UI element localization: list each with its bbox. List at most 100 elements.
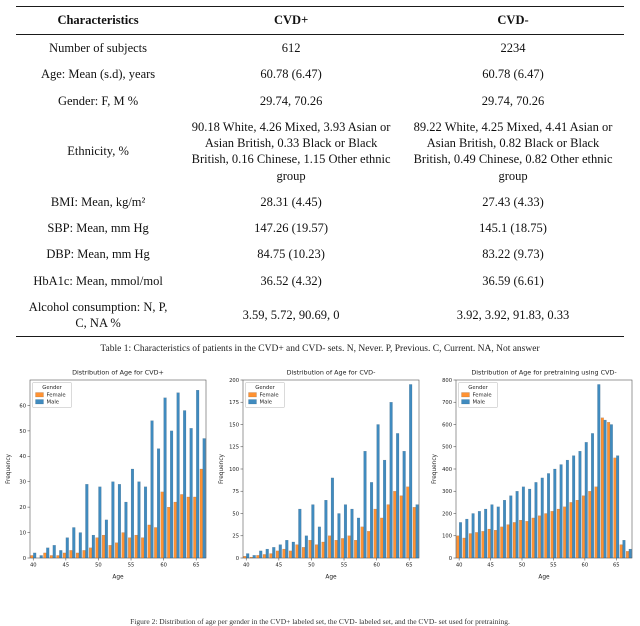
chart-title: Distribution of Age for CVD- <box>287 369 376 377</box>
x-tick-label: 60 <box>373 563 380 569</box>
histogram-bar <box>265 549 269 559</box>
table-row: Gender: F, M % 29.74, 70.26 29.74, 70.26 <box>16 88 624 114</box>
histogram-bar <box>52 545 56 559</box>
histogram-bar <box>295 544 299 559</box>
histogram-bar <box>157 448 161 559</box>
figure-caption: Figure 2: Distribution of age per gender… <box>130 617 510 626</box>
row-value-cvd-pos: 36.52 (4.32) <box>260 273 322 288</box>
histogram-bar <box>337 513 341 559</box>
histogram-bar <box>170 430 174 559</box>
histogram-bar <box>95 537 99 559</box>
histogram-bar <box>609 424 613 559</box>
y-axis-label: Frequency <box>219 454 225 485</box>
histogram-bar <box>334 540 338 559</box>
histogram-bar <box>383 460 387 559</box>
y-tick-label: 0 <box>449 556 452 562</box>
histogram-bar <box>503 500 506 559</box>
histogram-bar <box>540 478 544 559</box>
histogram-bar <box>528 489 532 559</box>
legend-swatch-female <box>35 392 44 398</box>
row-value-cvd-pos: 28.31 (4.45) <box>260 194 322 209</box>
y-tick-label: 0 <box>236 556 239 562</box>
histogram-bar <box>249 557 253 559</box>
histogram-bar <box>65 537 69 559</box>
y-axis-label: Frequency <box>6 454 12 485</box>
row-value-cvd-pos: 60.78 (6.47) <box>260 67 322 82</box>
table-header-row: Characteristics CVD+ CVD- <box>16 6 624 35</box>
histogram-bar <box>199 469 203 559</box>
table-body: Number of subjects 612 2234 Age: Mean (s.d)… <box>16 35 624 337</box>
y-tick-label: 200 <box>442 512 452 518</box>
histogram-bar <box>471 513 475 559</box>
histogram-bar <box>412 507 416 559</box>
histogram-bar <box>462 538 466 559</box>
histogram-bar <box>506 524 510 559</box>
y-axis-label: Frequency <box>432 454 438 485</box>
table-row: HbA1c: Mean, mmol/mol 36.52 (4.32) 36.59 (… <box>16 268 624 294</box>
histogram-bar <box>396 433 400 559</box>
row-label: HbA1c: Mean, mmol/mol <box>33 273 163 288</box>
histogram-bar <box>262 554 266 559</box>
x-tick-label: 55 <box>550 563 557 569</box>
header-characteristics: Characteristics <box>16 6 181 35</box>
row-value-cvd-neg: 2234 <box>500 41 526 55</box>
histogram-bar <box>259 550 263 559</box>
legend-label-male: Male <box>473 400 486 406</box>
table-row: Number of subjects 612 2234 <box>16 35 624 62</box>
legend-swatch-female <box>461 392 470 398</box>
histogram-bar <box>91 535 95 559</box>
histogram-bar <box>115 542 119 559</box>
histogram-bar <box>288 550 292 559</box>
histogram-bar <box>304 535 308 559</box>
table-row: SBP: Mean, mm Hg 147.26 (19.57) 145.1 (18.… <box>16 215 624 241</box>
histogram-bar <box>415 504 419 559</box>
histogram-bar <box>622 540 626 559</box>
x-tick-label: 45 <box>276 563 283 569</box>
histogram-bar <box>393 491 397 559</box>
histogram-bar <box>347 535 351 559</box>
histogram-bar <box>569 502 573 559</box>
histogram-bar <box>515 491 519 559</box>
histogram-bar <box>409 384 413 559</box>
histogram-bar <box>72 527 76 559</box>
legend-swatch-male <box>35 399 44 405</box>
histogram-bar <box>137 481 141 559</box>
histogram-bar <box>600 417 604 559</box>
histogram-bar <box>328 535 332 559</box>
histogram-bar <box>330 478 334 559</box>
y-tick-label: 50 <box>232 512 239 518</box>
y-tick-label: 75 <box>232 489 239 495</box>
histogram-bar <box>256 555 260 559</box>
histogram-svg: Distribution of Age for CVD+ 0 10 20 30 40 50 6… <box>6 369 207 581</box>
histogram-bar <box>563 506 567 559</box>
legend-label-male: Male <box>47 400 60 406</box>
histogram-bar <box>43 553 47 559</box>
histogram-bar <box>343 504 347 559</box>
histogram-bar <box>111 481 115 559</box>
row-value-cvd-neg: 27.43 (4.33) <box>482 194 544 209</box>
y-tick-label: 0 <box>23 556 26 562</box>
histogram-bar <box>134 535 138 559</box>
histogram-bar <box>556 509 560 559</box>
row-value-cvd-neg: 145.1 (18.75) <box>479 221 547 235</box>
y-tick-label: 400 <box>442 467 452 473</box>
x-tick-label: 65 <box>406 563 413 569</box>
x-axis-label: Age <box>325 575 337 581</box>
histogram-bar <box>459 522 462 559</box>
histogram-bar <box>531 518 535 559</box>
histogram-bar <box>597 384 601 559</box>
histogram-bar <box>189 428 193 559</box>
histogram-bar <box>311 504 315 559</box>
legend-swatch-male <box>248 399 257 405</box>
histogram-bar <box>521 486 525 559</box>
row-label: Gender: F, M % <box>57 93 139 108</box>
y-tick-label: 20 <box>19 505 26 511</box>
histogram-bar <box>494 530 497 559</box>
row-label: SBP: Mean, mm Hg <box>47 221 149 235</box>
histogram-bar <box>559 464 563 559</box>
histogram-bar <box>484 509 488 559</box>
histogram-bar <box>370 482 374 559</box>
histogram-bar <box>88 547 93 559</box>
histogram-bar <box>341 538 345 559</box>
